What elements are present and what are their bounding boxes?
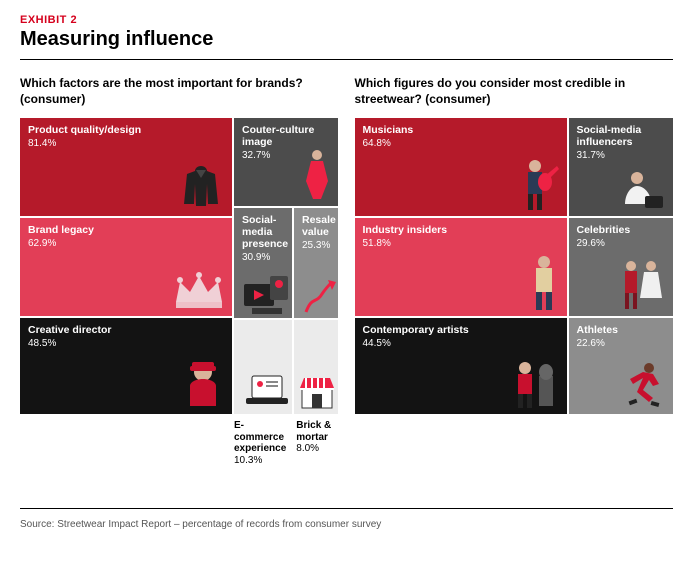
laptop-icon — [244, 372, 290, 412]
runner-icon — [621, 360, 667, 410]
cell-ecommerce — [234, 320, 292, 414]
influencer-icon — [617, 168, 667, 212]
media-icon — [242, 272, 290, 316]
guitarist-icon — [515, 156, 561, 212]
couple-icon — [617, 258, 667, 312]
source-line: Source: Streetwear Impact Report – perce… — [20, 519, 673, 530]
callout-ecommerce: E-commerce experience10.3% — [234, 420, 286, 466]
cell-pct: 44.5% — [363, 338, 559, 349]
store-icon — [298, 372, 336, 412]
cell-pct: 62.9% — [28, 238, 224, 249]
cell-brand_legacy: Brand legacy 62.9% — [20, 218, 232, 316]
callout-label: E-commerce experience — [234, 420, 286, 455]
cell-athletes: Athletes 22.6% — [569, 318, 673, 414]
cell-product_quality: Product quality/design 81.4% — [20, 118, 232, 216]
right-question: Which figures do you consider most credi… — [355, 76, 674, 108]
cell-label: Social-media influencers — [577, 124, 665, 148]
cell-label: Celebrities — [577, 224, 665, 236]
crown-icon — [172, 272, 226, 312]
cell-contemporary_artists: Contemporary artists 44.5% — [355, 318, 567, 414]
cell-creative_director: Creative director 48.5% — [20, 318, 232, 414]
cell-social_presence: Social-media presence 30.9% — [234, 208, 292, 318]
cell-label: Musicians — [363, 124, 559, 136]
bottom-rule — [20, 508, 673, 509]
cell-pct: 29.6% — [577, 238, 665, 249]
artist-icon — [511, 358, 561, 410]
right-treemap: Musicians 64.8% Industry insiders 51.8% Cont… — [355, 118, 673, 414]
cell-label: Product quality/design — [28, 124, 224, 136]
jacket-icon — [176, 162, 226, 212]
callout-brick_mortar: Brick & mortar8.0% — [296, 420, 338, 466]
callout-pct: 10.3% — [234, 455, 286, 467]
cell-brick_mortar — [294, 320, 338, 414]
director-icon — [180, 356, 226, 410]
left-question: Which factors are the most important for… — [20, 76, 339, 108]
callout-label: Brick & mortar — [296, 420, 338, 443]
cell-pct: 30.9% — [242, 252, 284, 263]
cell-musicians: Musicians 64.8% — [355, 118, 567, 216]
cell-social_influencers: Social-media influencers 31.7% — [569, 118, 673, 216]
cell-label: Couter-culture image — [242, 124, 330, 148]
cell-label: Resale value — [302, 214, 330, 238]
cell-label: Creative director — [28, 324, 224, 336]
cell-industry_insiders: Industry insiders 51.8% — [355, 218, 567, 316]
cell-label: Contemporary artists — [363, 324, 559, 336]
exhibit-header: EXHIBIT 2 Measuring influence — [20, 14, 673, 51]
cell-pct: 22.6% — [577, 338, 665, 349]
cell-label: Brand legacy — [28, 224, 224, 236]
callout-pct: 8.0% — [296, 443, 338, 455]
cell-celebrities: Celebrities 29.6% — [569, 218, 673, 316]
columns: Which factors are the most important for… — [20, 76, 673, 466]
left-callouts: E-commerce experience10.3%Brick & mortar… — [234, 420, 338, 466]
top-rule — [20, 59, 673, 60]
exhibit-label: EXHIBIT 2 — [20, 14, 673, 26]
fashion-icon — [302, 148, 332, 202]
cell-pct: 25.3% — [302, 240, 330, 251]
cell-label: Industry insiders — [363, 224, 559, 236]
arrow-icon — [302, 276, 336, 316]
right-column: Which figures do you consider most credi… — [355, 76, 674, 466]
cell-label: Athletes — [577, 324, 665, 336]
cell-pct: 51.8% — [363, 238, 559, 249]
cell-pct: 64.8% — [363, 138, 559, 149]
cell-pct: 48.5% — [28, 338, 224, 349]
insider-icon — [527, 254, 561, 312]
exhibit-title: Measuring influence — [20, 28, 673, 51]
cell-counter_culture: Couter-culture image32.7% — [234, 118, 338, 206]
cell-resale_value: Resale value 25.3% — [294, 208, 338, 318]
cell-pct: 81.4% — [28, 138, 224, 149]
left-column: Which factors are the most important for… — [20, 76, 339, 466]
cell-label: Social-media presence — [242, 214, 284, 250]
cell-pct: 31.7% — [577, 150, 665, 161]
left-treemap: Product quality/design 81.4% Brand legacy 6… — [20, 118, 338, 414]
